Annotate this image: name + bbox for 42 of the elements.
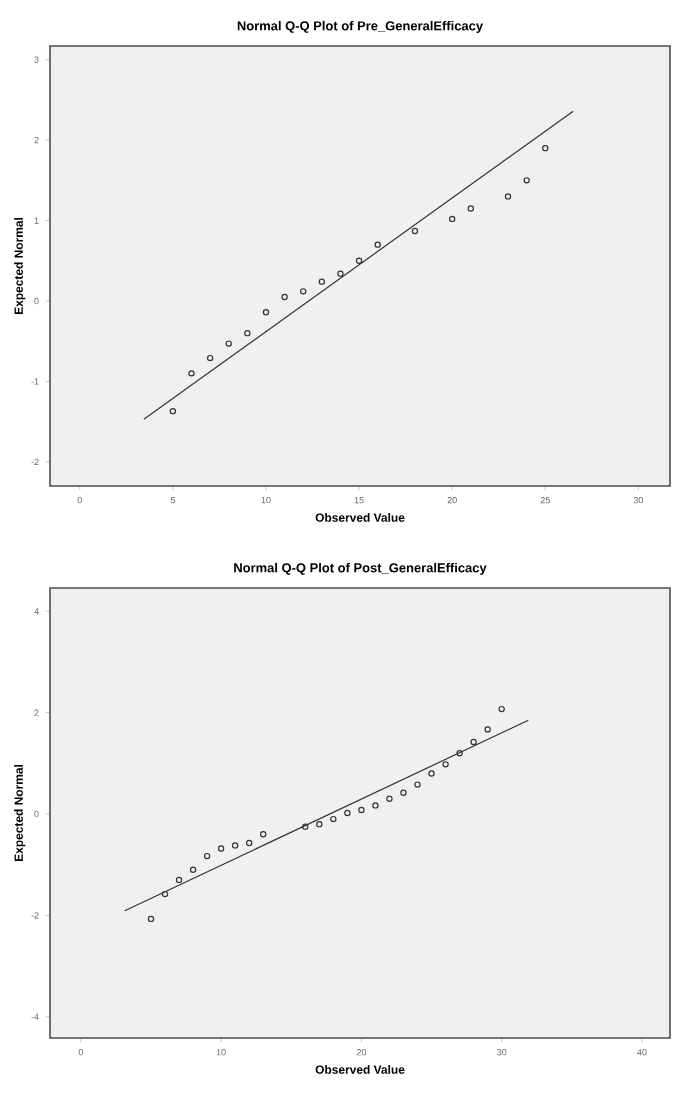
- point: [245, 839, 253, 847]
- point: [244, 329, 251, 337]
- point: [217, 845, 225, 852]
- point: [161, 890, 169, 898]
- point: [467, 205, 474, 212]
- point: [428, 770, 435, 777]
- point: [203, 852, 211, 860]
- point: [386, 795, 393, 802]
- point: [498, 705, 505, 713]
- point: [414, 781, 421, 788]
- point: [188, 370, 195, 377]
- point: [542, 144, 549, 152]
- point: [175, 876, 183, 884]
- point: [504, 193, 512, 200]
- point: [231, 842, 239, 849]
- point: [400, 789, 407, 796]
- point: [330, 815, 337, 823]
- point: [206, 354, 214, 362]
- point: [456, 750, 463, 757]
- point: [189, 866, 197, 873]
- point: [300, 288, 307, 295]
- point: [470, 738, 477, 746]
- point: [147, 915, 155, 923]
- point: [484, 726, 491, 733]
- point: [169, 407, 177, 415]
- point: [318, 278, 326, 285]
- point: [262, 309, 270, 316]
- point: [355, 257, 363, 264]
- point: [260, 831, 267, 838]
- point: [302, 823, 309, 830]
- point: [344, 809, 351, 817]
- point: [374, 241, 381, 248]
- point: [337, 270, 344, 277]
- point: [358, 806, 365, 814]
- point: [316, 820, 323, 828]
- point: [372, 802, 379, 809]
- point: [442, 761, 449, 768]
- point: [411, 227, 419, 235]
- point: [281, 293, 288, 301]
- point: [448, 215, 456, 223]
- point: [523, 177, 530, 184]
- point: [225, 340, 232, 347]
